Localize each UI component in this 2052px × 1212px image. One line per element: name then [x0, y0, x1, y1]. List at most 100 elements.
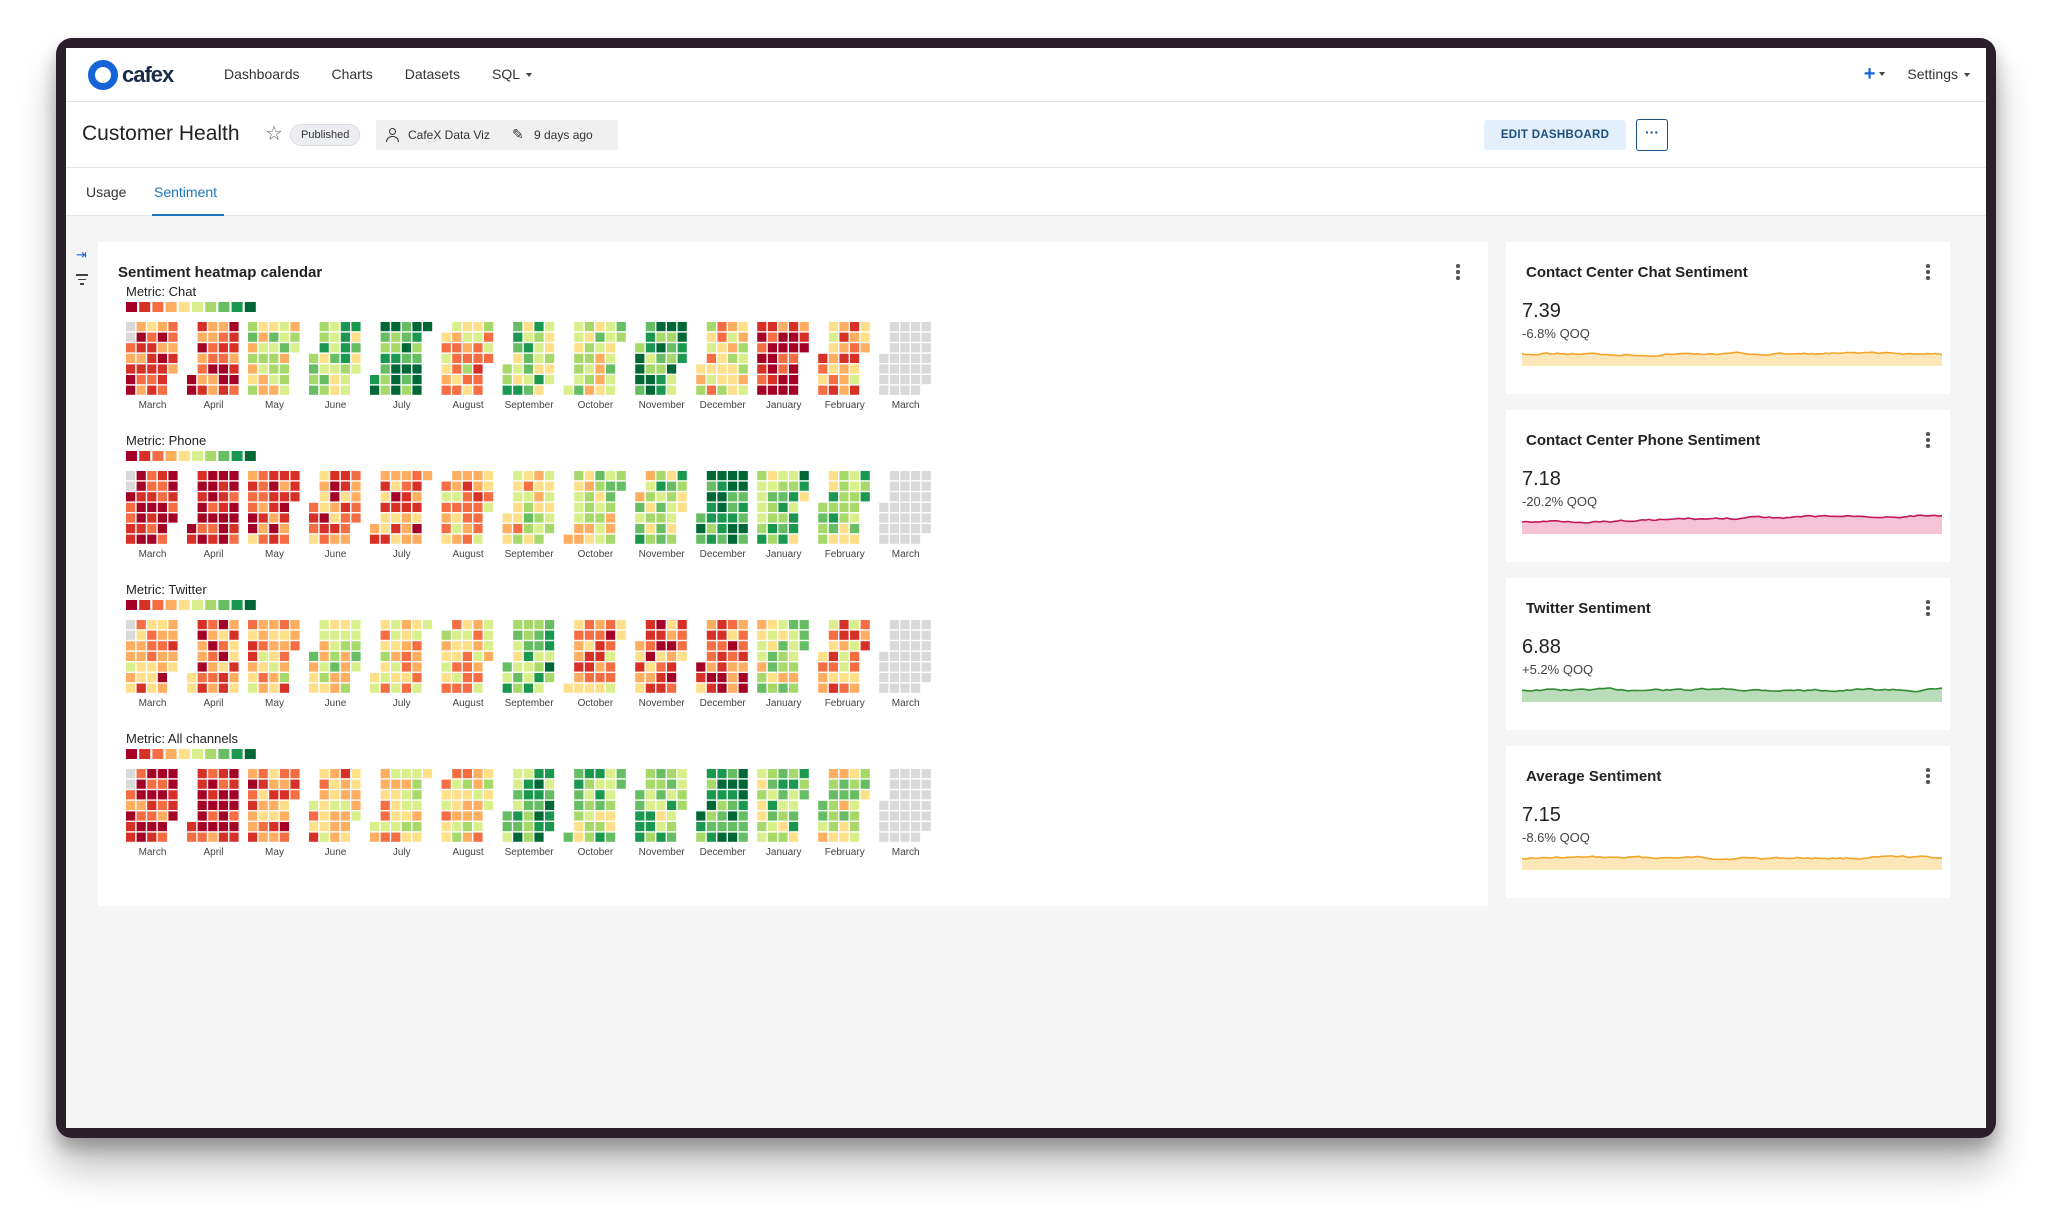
month-label: July: [393, 698, 411, 709]
day-cell: [706, 322, 716, 332]
kpi-menu-icon[interactable]: [1926, 600, 1930, 618]
day-cell: [818, 651, 828, 661]
day-cell: [584, 779, 594, 789]
day-cell: [606, 513, 616, 523]
star-icon[interactable]: ☆: [265, 123, 283, 145]
day-cell: [441, 683, 451, 693]
day-cell: [818, 673, 828, 683]
edit-dashboard-button[interactable]: EDIT DASHBOARD: [1484, 120, 1626, 150]
day-cell: [921, 375, 931, 385]
day-cell: [258, 769, 268, 779]
day-cell: [595, 513, 605, 523]
day-cell: [330, 790, 340, 800]
day-cell: [789, 673, 799, 683]
day-cell: [523, 481, 533, 491]
day-cell: [545, 769, 555, 779]
day-cell: [330, 385, 340, 395]
day-cell: [534, 524, 544, 534]
day-cell: [606, 375, 616, 385]
day-cell: [126, 385, 136, 395]
legend-swatch: [231, 600, 243, 610]
day-cell: [126, 534, 136, 544]
day-cell: [147, 662, 157, 672]
day-cell: [147, 673, 157, 683]
day-cell: [401, 630, 411, 640]
day-cell: [258, 385, 268, 395]
plus-icon[interactable]: +: [1863, 63, 1876, 85]
day-cell: [767, 375, 777, 385]
day-cell: [168, 502, 178, 512]
settings-menu[interactable]: Settings: [1907, 66, 1970, 82]
day-cell: [462, 683, 472, 693]
tab-usage[interactable]: Usage: [86, 184, 127, 200]
day-cell: [757, 322, 767, 332]
nav-dashboards[interactable]: Dashboards: [224, 66, 300, 82]
day-cell: [839, 481, 849, 491]
day-cell: [197, 524, 207, 534]
nav-charts[interactable]: Charts: [331, 66, 373, 82]
status-badge[interactable]: Published: [290, 124, 361, 146]
heatmap-menu-icon[interactable]: [1456, 264, 1460, 282]
day-cell: [889, 492, 899, 502]
day-cell: [126, 364, 136, 374]
day-cell: [136, 502, 146, 512]
expand-filters-icon[interactable]: ⇥: [76, 247, 87, 262]
day-cell: [136, 811, 146, 821]
kpi-menu-icon[interactable]: [1926, 768, 1930, 786]
filter-icon[interactable]: [76, 274, 88, 288]
more-options-button[interactable]: ···: [1636, 119, 1668, 151]
day-cell: [900, 385, 910, 395]
month-label: April: [203, 549, 223, 560]
day-cell: [606, 620, 616, 630]
day-cell: [839, 651, 849, 661]
month-label: August: [453, 698, 484, 709]
day-cell: [126, 492, 136, 502]
day-cell: [879, 673, 889, 683]
nav-datasets[interactable]: Datasets: [404, 66, 460, 82]
chevron-down-icon[interactable]: [1879, 72, 1886, 76]
day-cell: [717, 620, 727, 630]
day-cell: [340, 790, 350, 800]
kpi-menu-icon[interactable]: [1926, 432, 1930, 450]
day-cell: [757, 471, 767, 481]
kpi-menu-icon[interactable]: [1926, 264, 1930, 282]
day-cell: [595, 790, 605, 800]
day-cell: [850, 662, 860, 672]
day-cell: [218, 343, 228, 353]
kpi-title: Contact Center Phone Sentiment: [1526, 432, 1761, 449]
brand-logo[interactable]: cafex: [88, 60, 174, 90]
day-cell: [911, 534, 921, 544]
day-cell: [574, 492, 584, 502]
day-cell: [513, 492, 523, 502]
day-cell: [229, 524, 239, 534]
day-cell: [667, 800, 677, 810]
nav-sql-dropdown[interactable]: SQL: [492, 66, 532, 82]
day-cell: [645, 492, 655, 502]
day-cell: [218, 683, 228, 693]
day-cell: [738, 534, 748, 544]
day-cell: [269, 364, 279, 374]
day-cell: [860, 492, 870, 502]
day-cell: [441, 822, 451, 832]
day-cell: [290, 790, 300, 800]
legend-swatch: [152, 600, 164, 610]
day-cell: [921, 524, 931, 534]
day-cell: [197, 620, 207, 630]
day-cell: [656, 779, 666, 789]
day-cell: [523, 375, 533, 385]
dashboard-header: Customer Health ☆ Published CafeX Data V…: [66, 102, 1986, 168]
day-cell: [574, 769, 584, 779]
day-cell: [818, 524, 828, 534]
day-cell: [391, 513, 401, 523]
heatmap-title: Sentiment heatmap calendar: [118, 264, 323, 281]
day-cell: [656, 471, 666, 481]
day-cell: [168, 364, 178, 374]
day-cell: [606, 492, 616, 502]
day-cell: [645, 790, 655, 800]
day-cell: [208, 683, 218, 693]
day-cell: [818, 822, 828, 832]
tab-sentiment[interactable]: Sentiment: [154, 184, 218, 200]
day-cell: [370, 385, 380, 395]
day-cell: [900, 822, 910, 832]
day-cell: [738, 683, 748, 693]
